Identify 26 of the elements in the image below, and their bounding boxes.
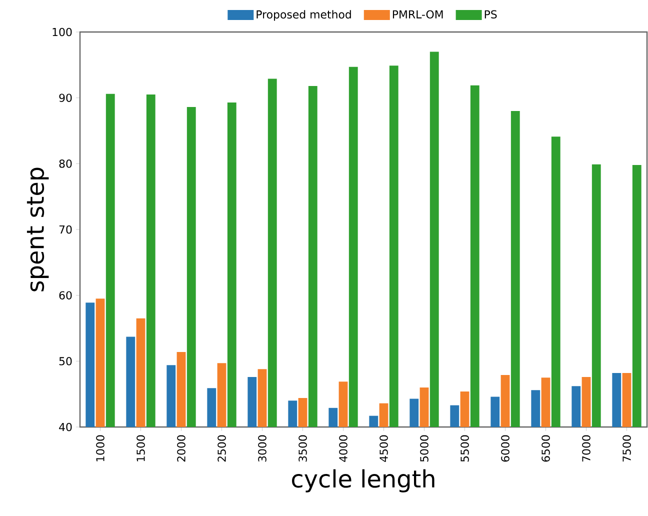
x-tick-label: 5500 bbox=[460, 435, 469, 462]
x-tick-label: 3000 bbox=[258, 435, 266, 462]
y-tick-label: 90 bbox=[59, 94, 72, 102]
y-tick-label: 70 bbox=[59, 225, 72, 234]
x-tick-label: 6000 bbox=[501, 435, 510, 462]
y-axis-title: spent step bbox=[26, 168, 49, 292]
x-tick-label: 4500 bbox=[380, 435, 388, 462]
x-tick-label: 6500 bbox=[542, 435, 550, 462]
y-tick-label: 60 bbox=[59, 291, 72, 300]
legend-label: Proposed method bbox=[256, 10, 351, 21]
x-tick-label: 2500 bbox=[218, 435, 226, 462]
x-tick-label: 5000 bbox=[420, 435, 428, 462]
y-tick-label: 100 bbox=[52, 28, 72, 36]
legend-label: PS bbox=[484, 10, 497, 18]
x-tick-label: 4000 bbox=[339, 435, 348, 462]
x-tick-label: 2000 bbox=[177, 435, 186, 462]
x-tick-label: 7500 bbox=[622, 435, 631, 462]
x-tick-label: 1000 bbox=[96, 435, 104, 462]
legend-label: PMRL-OM bbox=[392, 10, 443, 18]
x-tick-label: 7000 bbox=[582, 435, 590, 462]
x-tick-label: 3500 bbox=[298, 435, 307, 462]
y-tick-label: 40 bbox=[59, 422, 72, 432]
x-axis-title: cycle length bbox=[292, 469, 434, 492]
x-tick-label: 1500 bbox=[136, 435, 145, 462]
y-tick-label: 80 bbox=[59, 160, 72, 168]
y-tick-label: 50 bbox=[59, 357, 72, 366]
